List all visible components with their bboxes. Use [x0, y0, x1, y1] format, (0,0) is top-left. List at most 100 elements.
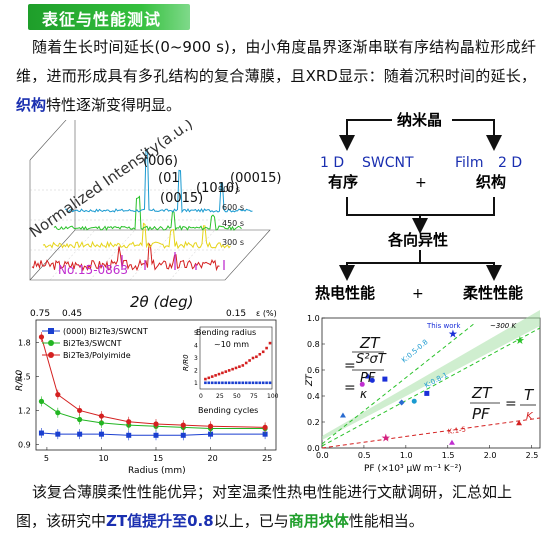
svg-text:T: T [524, 386, 535, 404]
zt-point [359, 381, 365, 387]
xrd-peak-01: (01 [158, 171, 180, 186]
zt-ylabel: ZT [305, 373, 315, 387]
svg-text:PF: PF [472, 405, 490, 423]
intro-text: 随着生长时间延长(0~900 s)，由小角度晶界逐渐串联有序结构晶粒形成纤维，进… [16, 38, 536, 85]
inset-point-0 [207, 376, 211, 380]
zt-xtick-label: 2.0 [484, 451, 497, 460]
bending-point [77, 407, 83, 414]
bending-point [55, 431, 61, 437]
inset-point-0 [248, 359, 251, 362]
zt-ytick-label: 0.2 [307, 418, 320, 427]
xrd-peak-00015: (00015) [230, 171, 282, 186]
flow-label-1d: 1 D [320, 155, 344, 171]
bending-xtick-label: 5 [44, 454, 49, 463]
zt-point [448, 439, 455, 445]
bending-point [180, 432, 186, 438]
bending-xtick-label: 25 [262, 454, 272, 463]
zt-point [398, 399, 405, 406]
bending-point [77, 431, 83, 437]
xrd-trace-450s [42, 222, 231, 250]
flow-plus-1: + [415, 175, 427, 191]
inset-point-0 [231, 367, 234, 371]
flow-node-ordered: 有序 [328, 173, 358, 191]
inset-point-1 [265, 381, 268, 385]
conclusion-text-3: 性能相当。 [348, 512, 424, 530]
zt-point [339, 412, 346, 418]
bending-point [153, 421, 159, 427]
zt-point [369, 377, 375, 383]
zt-formula-1: ZT S²σT = PF = κ [344, 334, 387, 401]
inset-point-1 [261, 381, 265, 385]
inset-point-1 [248, 381, 251, 385]
xrd-ref-label: No.15-0863 [58, 263, 128, 277]
inset-ytick-label: 3 [194, 355, 198, 362]
zt-pf-chart: 0.0 0.5 1.0 1.5 2.0 2.5 0.0 0.2 0.4 0.6 0.8 1.0 ★ ★ ★… [305, 310, 541, 474]
zt-ytick-label: 0.4 [307, 392, 320, 401]
bending-point [38, 430, 44, 436]
inset-xlabel: Bending cycles [198, 406, 258, 415]
inset-xtick-label: 100 [267, 393, 279, 400]
xrd-trace-900s [64, 148, 253, 214]
inset-point-1 [221, 381, 224, 385]
bending-point [38, 334, 45, 340]
bending-chart: 5 10 15 20 250.91.21.51.8 R/R0 Radius (mm) ε… [15, 309, 279, 476]
conclusion-highlight-bulk: 商用块体 [288, 512, 349, 530]
zt-xtick-label: 0.5 [358, 451, 371, 460]
svg-text:K: K [526, 411, 534, 422]
bending-ylabel: R/R0 [15, 369, 25, 391]
xrd-time-300: 300 s [222, 238, 244, 247]
inset-xtick-label: 50 [233, 393, 241, 400]
zt-ytick-label: 0.0 [307, 444, 320, 453]
inset-subtitle: ~10 mm [214, 340, 249, 349]
inset-point-1 [217, 381, 221, 385]
section-title: 表征与性能测试 [42, 10, 162, 29]
inset-xtick-label: 25 [216, 393, 224, 400]
inset-point-0 [258, 352, 262, 356]
zt-xtick-label: 0.0 [316, 451, 329, 460]
inset-ytick-label: 1 [194, 380, 198, 387]
bending-xtick-label: 15 [153, 454, 163, 463]
inset-point-0 [224, 370, 228, 373]
xrd-peak-006: (006) [143, 154, 178, 169]
inset-point-1 [207, 381, 211, 385]
bending-point [126, 419, 132, 425]
zt-ytick-label: 1.0 [307, 314, 320, 323]
xrd-peak-1010: (1010) [196, 181, 239, 196]
svg-text:ZT: ZT [359, 334, 381, 352]
conclusion-paragraph: 该复合薄膜柔性性能优异；对室温柔性热电性能进行文献调研，汇总如上图，该研究中ZT… [16, 478, 536, 536]
inset-point-0 [238, 365, 241, 368]
bending-ytick-label: 1.2 [18, 406, 31, 415]
svg-text:=: = [344, 358, 356, 374]
inset-point-0 [210, 375, 214, 378]
conclusion-highlight-zt: ZT值提升至0.8 [106, 512, 214, 530]
intro-highlight: 织构 [16, 96, 47, 114]
flow-node-nanocrystal: 纳米晶 [397, 111, 442, 129]
legend-label-1: Bi2Te3/SWCNT [63, 339, 122, 348]
bending-point [180, 422, 186, 428]
this-work-label: This work [426, 322, 461, 330]
bending-point [38, 398, 45, 404]
zt-xtick-label: 2.5 [526, 451, 539, 460]
inset-point-0 [241, 364, 245, 367]
conclusion-text-1: 该复合薄膜柔性性能优异；对室温柔性热电性能进行文献调研，汇总如上图，该研究中 [16, 483, 513, 530]
flow-node-thermoelectric: 热电性能 [315, 284, 375, 302]
zt-point [365, 373, 372, 379]
inset-point-1 [238, 381, 241, 385]
xrd-time-450: 450 s [222, 219, 244, 228]
svg-text:S²σT: S²σT [356, 352, 387, 367]
intro-text-end: 特性逐渐变得明显。 [46, 96, 182, 114]
flow-label-2d: 2 D [498, 155, 522, 171]
bending-point [98, 420, 105, 426]
inset-point-0 [268, 341, 272, 345]
bending-ytick-label: 0.9 [18, 440, 31, 449]
svg-text:ZT: ZT [471, 384, 493, 402]
zt-xtick-label: 1.0 [400, 451, 413, 460]
xrd-time-600: 600 s [222, 203, 244, 212]
zt-ytick-label: 0.8 [307, 340, 320, 349]
inset-point-1 [214, 381, 217, 385]
inset-point-1 [234, 381, 238, 385]
inset-point-0 [244, 361, 248, 365]
temp-label: ~300 K [490, 322, 517, 330]
inset-point-0 [255, 355, 258, 359]
bending-point [153, 432, 159, 438]
